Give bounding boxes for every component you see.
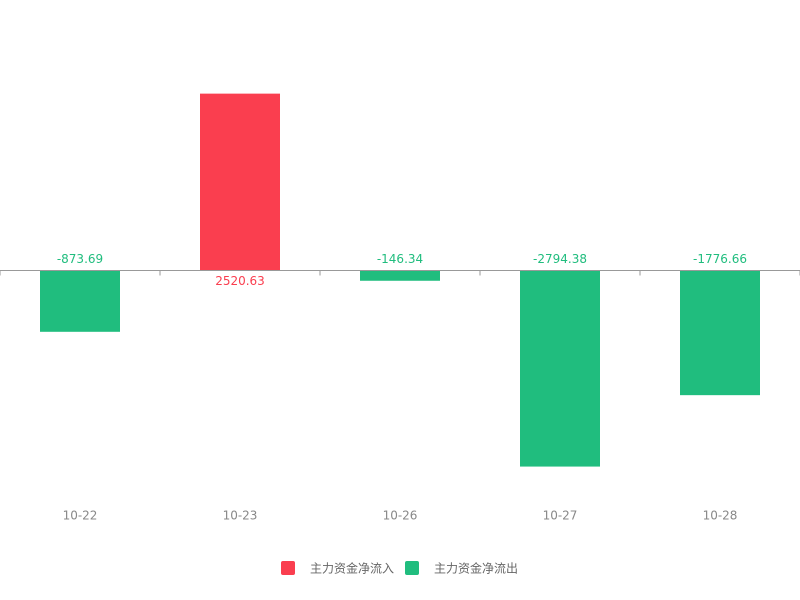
bar bbox=[680, 270, 760, 396]
legend-swatch bbox=[281, 561, 295, 575]
bar bbox=[360, 270, 440, 281]
bar bbox=[40, 270, 120, 332]
legend-swatch bbox=[405, 561, 419, 575]
bar bbox=[200, 93, 280, 271]
data-label: 2520.63 bbox=[215, 274, 265, 288]
data-label: -2794.38 bbox=[533, 252, 587, 266]
data-label: -146.34 bbox=[377, 252, 423, 266]
x-tick-label: 10-22 bbox=[63, 509, 98, 523]
x-tick-label: 10-27 bbox=[543, 509, 578, 523]
x-tick-label: 10-28 bbox=[703, 509, 738, 523]
x-tick-label: 10-23 bbox=[223, 509, 258, 523]
x-tick-label: 10-26 bbox=[383, 509, 418, 523]
legend-label: 主力资金净流出 bbox=[434, 561, 518, 576]
data-label: -1776.66 bbox=[693, 252, 747, 266]
bar bbox=[520, 270, 600, 467]
data-label: -873.69 bbox=[57, 252, 103, 266]
legend-label: 主力资金净流入 bbox=[310, 561, 394, 576]
